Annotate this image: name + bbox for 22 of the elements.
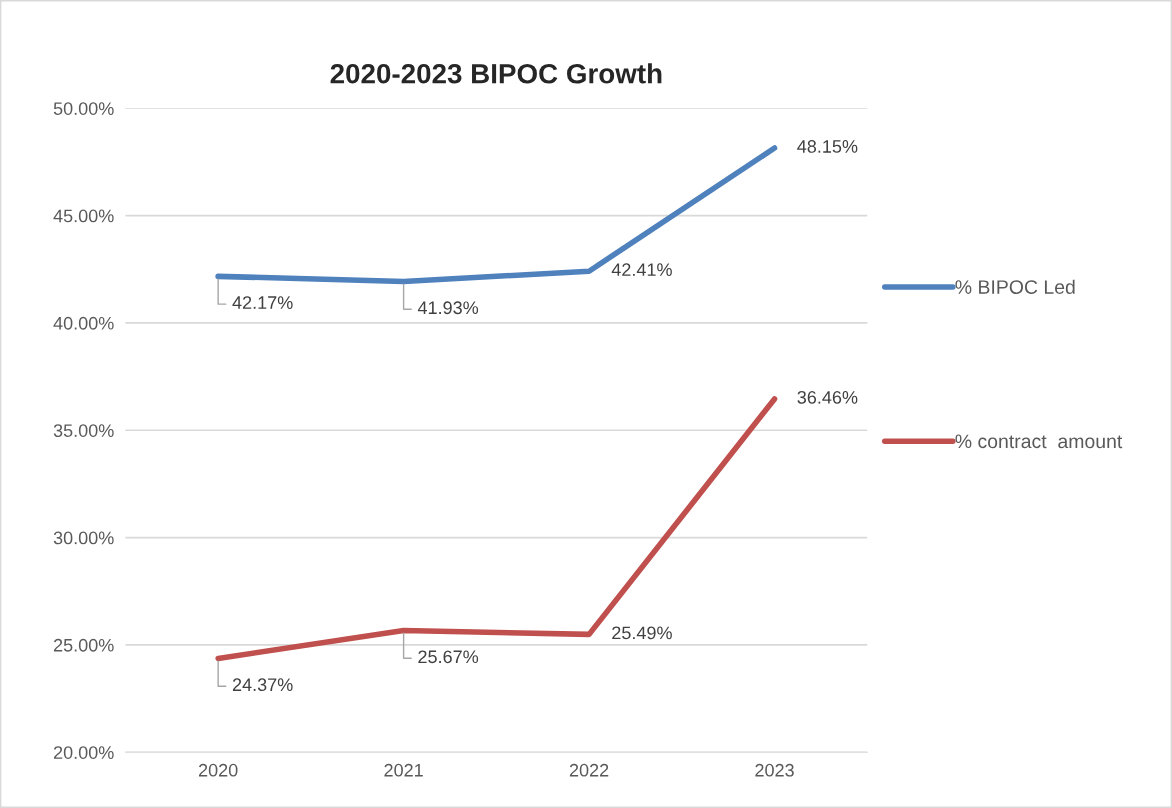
data-label: 24.37% xyxy=(232,678,293,692)
x-tick-label: 2022 xyxy=(569,763,609,777)
data-label: 48.15% xyxy=(797,140,858,153)
x-tick-label: 2020 xyxy=(198,763,238,777)
y-tick-label: 50.00% xyxy=(53,102,114,115)
y-tick-label: 35.00% xyxy=(53,424,114,437)
chart-title: 2020-2023 BIPOC Growth xyxy=(330,63,662,84)
y-tick-label: 45.00% xyxy=(53,209,114,223)
data-label: 42.41% xyxy=(611,263,672,276)
data-label: 25.49% xyxy=(612,626,672,640)
y-tick-label: 25.00% xyxy=(53,638,114,652)
data-label: 41.93% xyxy=(417,301,479,315)
y-tick-label: 30.00% xyxy=(53,531,114,545)
data-label: 25.67% xyxy=(418,650,479,664)
y-tick-label: 40.00% xyxy=(53,316,114,330)
data-label: 36.46% xyxy=(797,390,858,404)
legend-label: % contract amount xyxy=(955,434,1123,449)
data-label: 42.17% xyxy=(232,296,293,309)
y-tick-label: 20.00% xyxy=(53,746,114,759)
x-tick-label: 2023 xyxy=(755,763,794,777)
x-tick-label: 2021 xyxy=(384,763,423,777)
legend-label: % BIPOC Led xyxy=(955,279,1075,294)
